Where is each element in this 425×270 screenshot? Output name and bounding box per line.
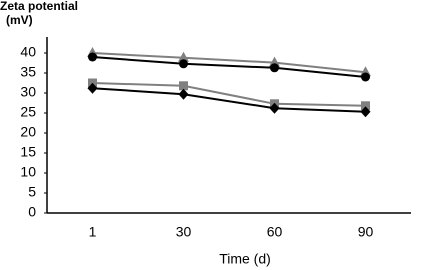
marker: [360, 106, 371, 118]
y-tick-label: 15: [20, 144, 36, 160]
y-axis-label: Zeta potential: [0, 0, 78, 13]
marker: [270, 63, 279, 73]
y-tick-label: 25: [20, 104, 36, 120]
y-tick-label: 10: [20, 164, 36, 180]
marker: [87, 82, 98, 94]
y-tick-label: 40: [20, 44, 36, 60]
marker: [179, 81, 188, 91]
marker: [269, 56, 280, 67]
series-line: [92, 87, 366, 113]
marker: [179, 59, 188, 69]
marker: [269, 102, 280, 114]
x-tick-label: 90: [358, 224, 374, 240]
y-tick-label: 30: [20, 84, 36, 100]
marker: [361, 72, 370, 82]
series-line: [92, 52, 366, 74]
x-tick-label: 30: [176, 224, 192, 240]
marker: [88, 52, 97, 62]
y-tick-label: 5: [28, 184, 36, 200]
y-tick-label: 20: [20, 124, 36, 140]
x-tick-label: 60: [267, 224, 283, 240]
marker: [178, 51, 189, 62]
marker: [361, 101, 370, 111]
y-tick-label: 35: [20, 64, 36, 80]
x-tick-label: 1: [89, 224, 97, 240]
x-axis-label: Time (d): [219, 251, 271, 267]
y-axis-label: (mV): [6, 13, 33, 27]
series-line: [92, 82, 366, 107]
marker: [178, 88, 189, 100]
series-line: [92, 56, 366, 78]
y-tick-label: 0: [28, 204, 36, 220]
